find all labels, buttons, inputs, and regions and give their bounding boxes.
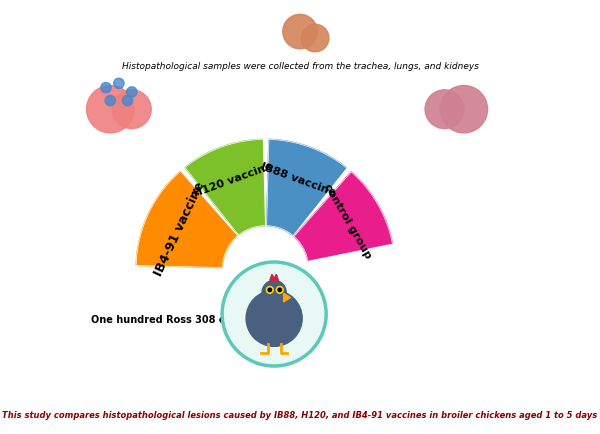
Polygon shape [284, 293, 290, 302]
Polygon shape [270, 274, 278, 280]
Circle shape [221, 261, 327, 367]
Circle shape [262, 280, 286, 305]
Circle shape [425, 90, 464, 128]
Circle shape [122, 95, 133, 106]
Polygon shape [266, 139, 346, 235]
Circle shape [268, 288, 272, 292]
Text: One hundred Ross 308 chickens: One hundred Ross 308 chickens [91, 316, 267, 326]
Circle shape [276, 286, 283, 293]
Circle shape [266, 286, 273, 293]
Circle shape [114, 78, 124, 89]
Circle shape [246, 290, 302, 346]
Polygon shape [185, 139, 265, 235]
Polygon shape [294, 172, 392, 260]
Circle shape [278, 288, 281, 292]
Circle shape [440, 85, 488, 133]
Circle shape [112, 90, 151, 128]
Polygon shape [136, 172, 237, 268]
Text: IB4-91 vaccine: IB4-91 vaccine [152, 179, 207, 278]
Circle shape [283, 14, 317, 49]
Circle shape [224, 264, 324, 364]
Circle shape [105, 95, 115, 106]
Text: IB88 vaccine: IB88 vaccine [259, 161, 337, 198]
Circle shape [301, 24, 329, 52]
Circle shape [127, 87, 137, 97]
Circle shape [101, 82, 111, 93]
Text: H120 vaccine: H120 vaccine [192, 161, 274, 199]
Text: Histopathological samples were collected from the trachea, lungs, and kidneys: Histopathological samples were collected… [121, 62, 479, 71]
Circle shape [86, 85, 134, 133]
Text: control group: control group [322, 182, 373, 260]
Text: This study compares histopathological lesions caused by IB88, H120, and IB4-91 v: This study compares histopathological le… [2, 411, 598, 420]
